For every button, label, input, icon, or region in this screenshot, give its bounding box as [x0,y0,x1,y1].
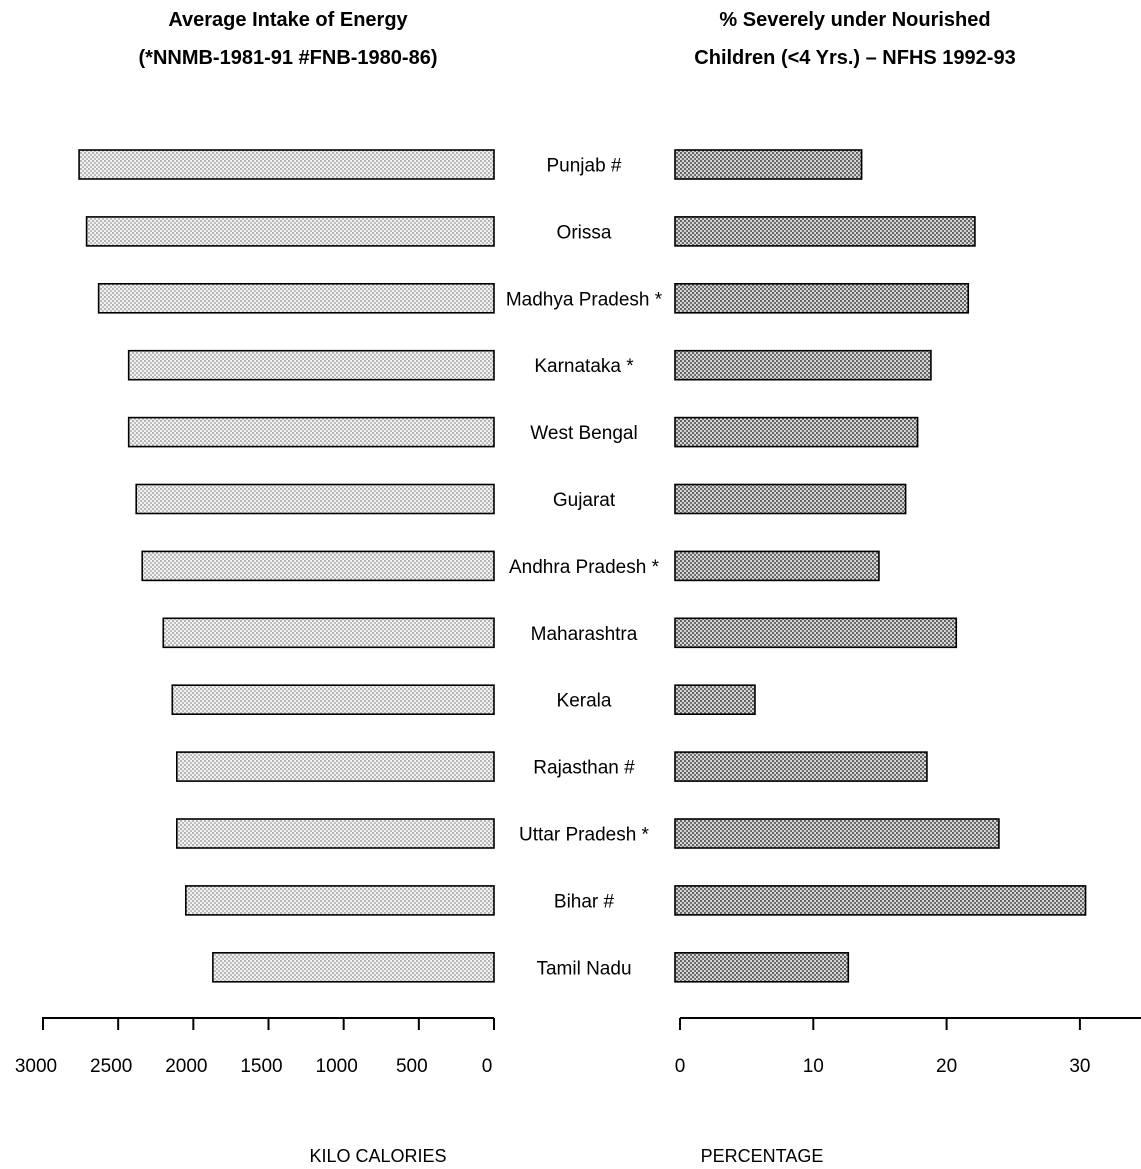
left-tick-label: 500 [396,1056,428,1077]
category-label-kerala: Kerala [557,691,612,712]
energy-bar-maharashtra [162,617,495,649]
energy-bar-uttar-pradesh [175,818,495,849]
category-label-gujarat: Gujarat [553,490,616,511]
energy-bar-karnataka [127,349,495,381]
left-chart-subtitle: (*NNMB-1981-91 #FNB-1980-86) [139,47,438,69]
undernourished-bar-bihar [674,885,1087,916]
undernourished-bar-maharashtra [674,617,958,649]
category-label-maharashtra: Maharashtra [531,624,638,645]
undernourished-bar-madhya-pradesh [674,282,970,314]
left-tick-label: 1500 [240,1056,282,1077]
right-tick-label: 20 [936,1056,957,1077]
energy-bar-kerala [171,684,495,716]
undernourished-bar-gujarat [674,483,907,515]
category-label-tamil-nadu: Tamil Nadu [536,958,631,979]
left-bar-group [78,149,495,983]
category-label-andhra-pradesh: Andhra Pradesh * [509,557,660,578]
right-chart-subtitle: Children (<4 Yrs.) – NFHS 1992-93 [694,47,1015,69]
energy-bar-west-bengal [127,416,495,448]
energy-bar-madhya-pradesh [97,282,495,314]
right-tick-label: 10 [803,1056,824,1077]
energy-bar-rajasthan [175,751,495,782]
left-tick-label: 1000 [316,1056,358,1077]
category-label-west-bengal: West Bengal [530,423,637,444]
energy-bar-bihar [185,885,495,916]
right-tick-label: 0 [675,1056,686,1077]
energy-bar-tamil-nadu [212,951,495,983]
right-chart-title: % Severely under Nourished [719,9,990,31]
undernourished-bar-kerala [674,684,756,716]
undernourished-bar-west-bengal [674,416,919,448]
undernourished-bar-uttar-pradesh [674,818,1000,849]
category-label-bihar: Bihar # [554,891,615,912]
energy-bar-punjab [78,149,495,180]
undernourished-bar-rajasthan [674,751,928,782]
undernourished-bar-karnataka [674,349,932,381]
category-label-uttar-pradesh: Uttar Pradesh * [519,825,649,846]
undernourished-bar-tamil-nadu [674,951,850,983]
left-tick-label: 3000 [15,1056,57,1077]
category-label-karnataka: Karnataka * [534,356,634,377]
energy-bar-andhra-pradesh [141,550,495,582]
category-label-orissa: Orissa [557,222,612,243]
left-tick-label: 2000 [165,1056,207,1077]
undernourished-bar-orissa [674,216,976,247]
energy-bar-gujarat [135,483,495,515]
energy-bar-orissa [85,216,495,247]
left-x-axis-label: KILO CALORIES [309,1146,446,1166]
right-x-axis-label: PERCENTAGE [701,1146,824,1166]
right-bar-group [674,149,1087,983]
left-tick-label: 2500 [90,1056,132,1077]
category-label-group: Punjab # Orissa Madhya Pradesh * Karnataka … [506,156,663,980]
undernourished-bar-punjab [674,149,863,180]
undernourished-bar-andhra-pradesh [674,550,880,582]
category-label-rajasthan: Rajasthan # [533,758,635,779]
right-tick-label: 30 [1069,1056,1090,1077]
left-x-axis-ticks: 0 500 1000 1500 2000 2500 3000 [15,1018,495,1077]
category-label-punjab: Punjab # [546,156,621,177]
left-tick-label: 0 [482,1056,493,1077]
left-chart-title: Average Intake of Energy [168,9,408,31]
right-x-axis-ticks: 0 10 20 30 [675,1018,1090,1077]
category-label-madhya-pradesh: Madhya Pradesh * [506,289,663,310]
